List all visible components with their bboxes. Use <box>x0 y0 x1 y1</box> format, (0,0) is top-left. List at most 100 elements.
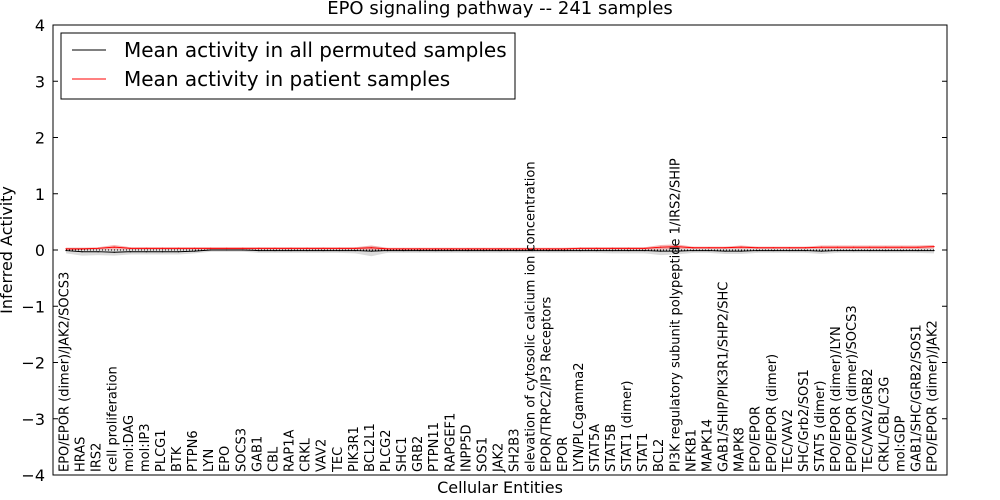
point-patient <box>274 247 276 249</box>
x-tick-label: TEC <box>331 447 346 473</box>
point-patient <box>499 248 501 250</box>
x-tick-label: LYN/PLCgamma2 <box>572 362 587 472</box>
x-tick-label: INPP5D <box>459 424 474 472</box>
y-tick-label: 1 <box>35 185 45 204</box>
point-permuted <box>756 249 758 252</box>
x-tick-label: STAT1 <box>636 433 651 472</box>
point-patient <box>81 248 83 250</box>
y-axis: −4 −3 −2 −1 0 1 2 3 4 <box>21 16 947 485</box>
x-tick-label: GAB1 <box>250 436 265 472</box>
point-permuted <box>901 249 903 252</box>
point-patient <box>419 248 421 250</box>
x-tick-label: SHC/Grb2/SOS1 <box>797 369 812 472</box>
legend-label-patient: Mean activity in patient samples <box>124 67 450 91</box>
point-permuted <box>772 249 774 252</box>
point-patient <box>579 247 581 249</box>
x-tick-label: BCL2 <box>652 439 667 472</box>
x-tick-label: PIK3R1 <box>347 426 362 472</box>
x-tick-label: EPO/EPOR (dimer)/JAK2/SOCS3 <box>58 272 73 472</box>
x-tick-label: GAB1/SHC/GRB2/SOS1 <box>909 324 924 472</box>
plot-frame <box>52 24 948 476</box>
point-permuted <box>338 249 340 252</box>
point-permuted <box>933 249 935 252</box>
x-tick-label: TEC/VAV2 <box>781 409 796 473</box>
point-permuted <box>595 249 598 252</box>
point-patient <box>113 246 115 248</box>
point-permuted <box>740 250 742 252</box>
point-patient <box>644 247 646 249</box>
point-patient <box>129 247 131 249</box>
y-tick-label: 4 <box>35 16 45 35</box>
point-permuted <box>322 249 324 252</box>
point-permuted <box>306 249 308 252</box>
x-tick-label: JAK2 <box>492 443 507 473</box>
point-permuted <box>917 249 919 252</box>
point-permuted <box>869 249 871 252</box>
point-permuted <box>370 250 373 252</box>
point-patient <box>772 247 774 249</box>
point-patient <box>322 247 324 249</box>
point-permuted <box>354 249 356 252</box>
x-tick-label: STAT5 (dimer) <box>813 381 828 472</box>
point-patient <box>676 246 678 248</box>
y-tick-label: −2 <box>21 354 45 373</box>
point-permuted <box>627 249 630 252</box>
point-permuted <box>499 249 501 252</box>
x-tick-label: PLCG1 <box>154 429 169 472</box>
point-patient <box>145 247 147 249</box>
x-tick-label: GRB2 <box>411 436 426 472</box>
point-patient <box>724 247 726 249</box>
x-tick-label: EPOR <box>556 437 571 472</box>
point-patient <box>563 248 565 250</box>
point-patient <box>804 247 807 249</box>
point-patient <box>226 247 228 249</box>
point-permuted <box>145 251 147 253</box>
x-tick-label: PTPN6 <box>186 430 201 472</box>
x-axis-label: Cellular Entities <box>437 478 563 497</box>
point-permuted <box>660 250 662 252</box>
point-patient <box>788 247 790 249</box>
x-tick-label: HRAS <box>74 437 89 472</box>
y-tick-label: 2 <box>35 129 45 148</box>
point-patient <box>451 248 453 250</box>
point-patient <box>258 247 260 249</box>
point-patient <box>869 246 871 248</box>
x-tick-label: MAPK14 <box>700 419 715 472</box>
point-permuted <box>451 249 453 252</box>
x-tick-label: LYN <box>202 449 217 472</box>
point-permuted <box>419 249 421 252</box>
x-tick-label: RAPGEF1 <box>443 413 458 472</box>
point-patient <box>692 247 694 249</box>
point-permuted <box>515 249 517 252</box>
point-patient <box>386 248 389 250</box>
point-patient <box>338 247 340 249</box>
point-patient <box>97 247 99 249</box>
x-tick-label: STAT5B <box>604 424 619 472</box>
point-patient <box>595 247 598 249</box>
point-patient <box>853 246 855 248</box>
point-permuted <box>579 249 581 252</box>
point-permuted <box>836 249 839 252</box>
y-tick-label: 3 <box>35 72 45 91</box>
point-permuted <box>177 251 180 253</box>
point-patient <box>885 246 887 248</box>
x-tick-label: EPO <box>218 446 233 472</box>
x-tick-label: EPO/EPOR (dimer)/LYN <box>829 326 844 472</box>
point-patient <box>177 247 180 249</box>
point-patient <box>515 248 517 250</box>
x-tick-label: EPO/EPOR (dimer) <box>765 354 780 472</box>
point-patient <box>402 248 405 250</box>
point-patient <box>65 248 67 250</box>
x-tick-label: TEC/VAV2/GRB2 <box>861 368 876 473</box>
point-patient <box>756 247 758 249</box>
point-patient <box>820 246 823 248</box>
x-tick-label: STAT1 (dimer) <box>620 381 635 472</box>
point-permuted <box>724 250 726 252</box>
legend-box <box>60 32 516 100</box>
point-permuted <box>708 249 710 252</box>
x-tick-label: EPO/EPOR (dimer)/SOCS3 <box>845 305 860 472</box>
legend: Mean activity in all permuted samples Me… <box>60 32 516 100</box>
x-tick-label: STAT5A <box>588 424 603 472</box>
y-tick-label: 0 <box>35 241 45 260</box>
x-tick-label: CBL <box>266 446 281 472</box>
